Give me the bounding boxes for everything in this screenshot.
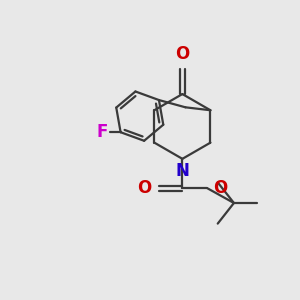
Text: F: F <box>97 123 108 141</box>
Text: N: N <box>176 162 189 180</box>
Text: O: O <box>213 179 228 197</box>
Text: O: O <box>175 45 190 63</box>
Text: O: O <box>137 179 152 197</box>
